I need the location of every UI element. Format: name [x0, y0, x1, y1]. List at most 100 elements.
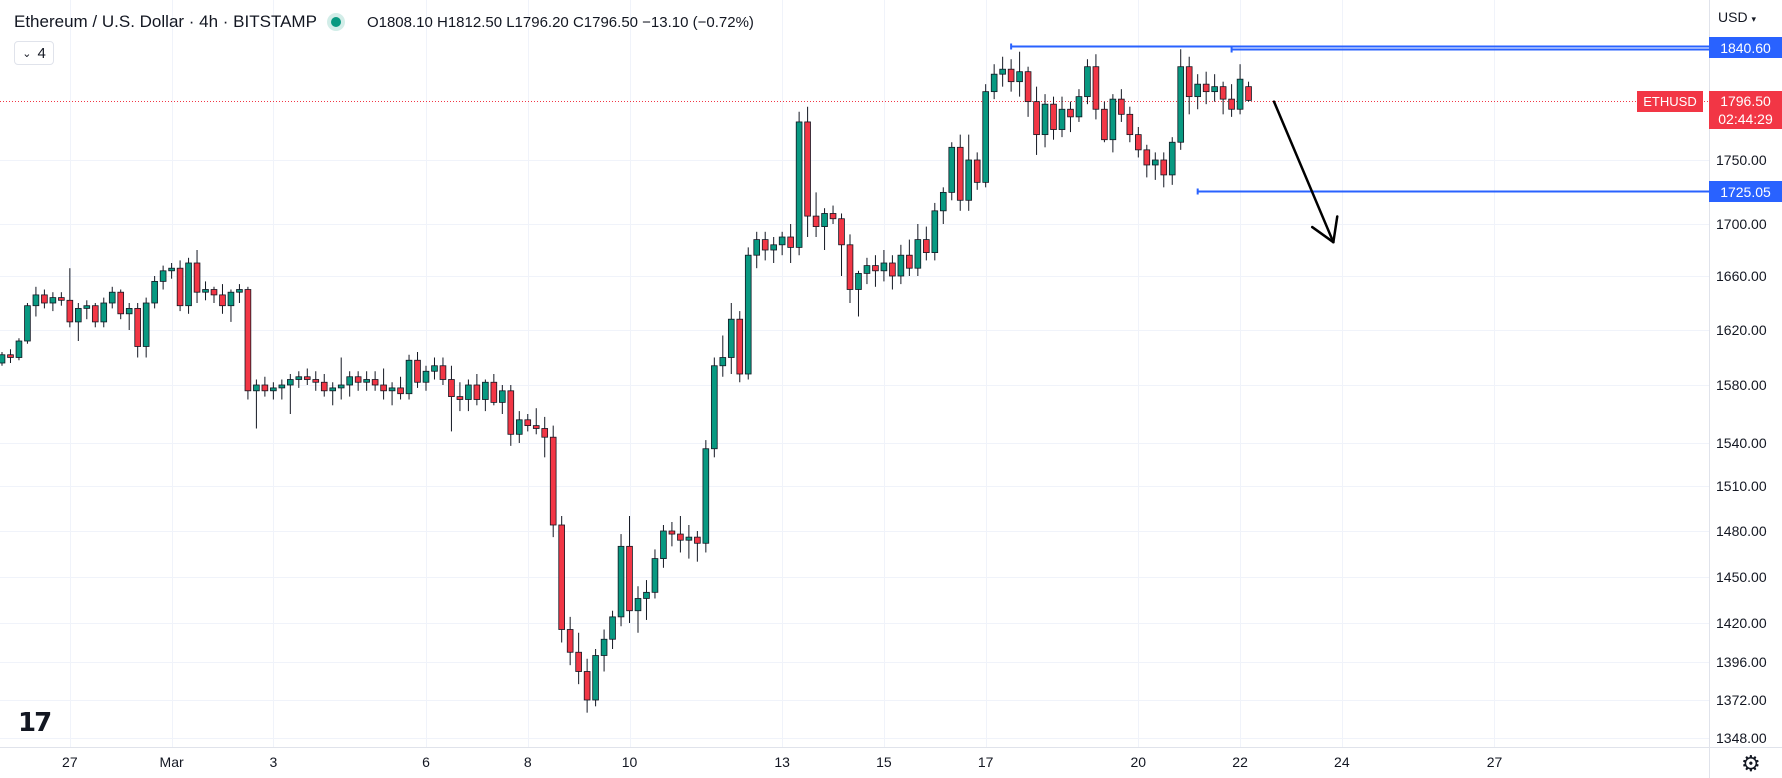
candle-body — [634, 598, 642, 612]
candle — [380, 368, 387, 400]
candle-body — [405, 359, 413, 395]
candle — [270, 382, 277, 400]
candle-body — [872, 265, 879, 272]
market-status-icon[interactable] — [330, 17, 341, 27]
candle-body — [744, 254, 752, 375]
candle — [15, 338, 23, 361]
candle — [990, 64, 998, 100]
candle — [795, 111, 803, 256]
candle-body — [914, 239, 922, 269]
ohlc-readout: O1808.10 H1812.50 L1796.20 C1796.50 −13.… — [366, 13, 754, 31]
candle — [329, 382, 337, 406]
candle — [668, 522, 676, 547]
candle-body — [91, 305, 99, 323]
horizontal-levels — [0, 43, 1709, 195]
candle — [236, 284, 243, 303]
candle-body — [1058, 108, 1066, 130]
candle-body — [855, 272, 862, 290]
candle-body — [965, 159, 973, 201]
candle — [1211, 74, 1218, 102]
time-tick-label: 24 — [1334, 754, 1350, 770]
candle-body — [312, 379, 320, 383]
candle-body — [507, 390, 515, 435]
candle-body — [320, 381, 328, 392]
candle-body — [931, 210, 939, 253]
candle — [473, 374, 481, 406]
price-tick-label: 1450.00 — [1716, 569, 1767, 585]
candle-body — [1245, 86, 1252, 101]
candle-body — [727, 318, 735, 358]
gear-icon[interactable]: ⚙ — [1741, 751, 1761, 776]
candle-body — [617, 545, 625, 618]
candle — [456, 382, 464, 412]
candle-body — [439, 365, 447, 380]
candle — [1092, 54, 1100, 120]
candle-body — [354, 376, 362, 383]
candle — [159, 265, 167, 290]
candle — [397, 376, 404, 400]
candle-body — [592, 655, 599, 701]
candle-body — [804, 121, 811, 217]
symbol-title[interactable]: Ethereum / U.S. Dollar · 4h · BITSTAMP — [14, 12, 317, 31]
candle-body — [397, 387, 404, 395]
candle — [719, 335, 727, 377]
candle — [193, 250, 201, 303]
currency-label: USD — [1718, 9, 1748, 25]
candle — [1160, 152, 1168, 188]
indicator-count: 4 — [37, 44, 46, 62]
candle-body — [363, 379, 370, 383]
candle — [600, 629, 608, 672]
currency-selector[interactable]: USD ▾ — [1718, 9, 1756, 25]
candle — [889, 255, 896, 290]
candle — [939, 187, 947, 224]
candle-body — [1101, 108, 1108, 141]
candle — [261, 376, 269, 397]
candle — [66, 268, 74, 328]
candle-body — [329, 387, 337, 392]
candle-body — [473, 384, 481, 400]
candle-body — [1177, 66, 1185, 143]
candle — [626, 516, 633, 623]
candle-body — [41, 294, 48, 304]
candle-body — [1151, 159, 1159, 166]
candle — [634, 586, 642, 633]
candle-body — [202, 289, 209, 293]
time-tick-label: 13 — [774, 754, 790, 770]
candle — [829, 205, 837, 224]
candle — [75, 303, 82, 341]
trend-arrow-line — [1272, 100, 1335, 244]
candle — [575, 632, 582, 685]
candle — [287, 374, 294, 414]
candle — [1135, 127, 1142, 158]
candle-body — [388, 387, 396, 392]
candle-body — [863, 265, 871, 274]
candle-body — [626, 545, 633, 612]
candle — [422, 365, 430, 391]
candle — [677, 516, 684, 553]
candle-body — [1202, 83, 1210, 93]
candle-body — [956, 146, 964, 201]
candle — [0, 352, 6, 366]
indicators-toggle-button[interactable]: ⌄ 4 — [14, 41, 54, 65]
candle — [1168, 137, 1176, 185]
candle — [1007, 59, 1015, 92]
candle-body — [532, 425, 540, 429]
price-tick-label: 1510.00 — [1716, 478, 1767, 494]
candle — [1228, 84, 1235, 117]
tradingview-logo-icon[interactable]: 17 — [18, 708, 52, 738]
candles — [0, 49, 1252, 713]
candle-body — [346, 376, 353, 386]
candle — [176, 260, 184, 312]
candle-body — [58, 297, 65, 301]
candle — [227, 289, 235, 322]
candle — [32, 286, 40, 317]
candle-body — [838, 218, 845, 246]
candle — [965, 134, 973, 211]
candle-body — [490, 381, 498, 403]
candle — [7, 349, 14, 363]
candle-body — [108, 291, 116, 304]
bar-countdown: 02:44:29 — [1718, 111, 1773, 127]
candle — [1194, 74, 1201, 110]
